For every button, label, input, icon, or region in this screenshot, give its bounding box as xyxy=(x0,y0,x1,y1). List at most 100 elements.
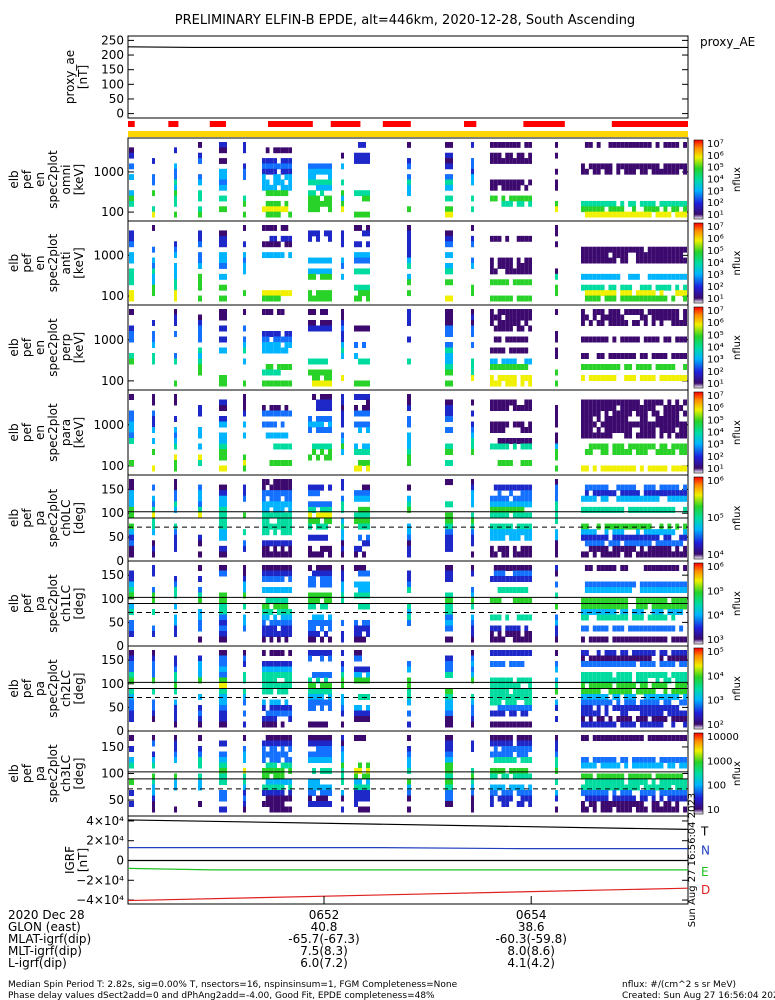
spectrogram-cell xyxy=(219,768,223,774)
spectrogram-cell xyxy=(612,309,617,315)
spectrogram-cell xyxy=(152,284,155,291)
spectrogram-cell xyxy=(445,206,449,213)
spectrogram-cell xyxy=(308,512,312,519)
spectrogram-cell xyxy=(659,710,664,717)
spectrogram-cell xyxy=(584,534,589,541)
spectrogram-cell xyxy=(308,699,312,706)
spectrogram-cell xyxy=(471,721,474,728)
spectrogram-cell xyxy=(620,290,625,297)
spectrogram-cell xyxy=(471,603,474,610)
spectrogram-cell xyxy=(129,661,134,667)
spectrogram-cell xyxy=(528,598,532,604)
spectrogram-cell xyxy=(620,636,625,643)
spectrogram-cell xyxy=(219,688,223,695)
spectrogram-cell xyxy=(624,716,629,722)
spectrogram-cell xyxy=(223,295,227,302)
spectrogram-cell xyxy=(358,625,362,632)
spectrogram-cell xyxy=(501,347,506,354)
spectrogram-cell xyxy=(445,570,449,577)
spectrogram-cell xyxy=(616,688,621,695)
y-axis-label: en xyxy=(33,172,47,187)
spectrogram-cell xyxy=(516,268,521,275)
spectrogram-cell xyxy=(651,790,656,796)
spectrogram-cell xyxy=(152,427,155,433)
spectrogram-cell xyxy=(269,369,274,376)
panel-en-spec2plot-omni: elb pef en spec2plot omni [keV] 100010010⁷10⁶1… xyxy=(7,137,743,222)
spectrogram-cell xyxy=(243,773,246,780)
spectrogram-cell xyxy=(524,614,529,621)
spectrogram-cell xyxy=(341,443,344,450)
spectrogram-cell xyxy=(639,598,644,604)
spectrogram-cell xyxy=(490,364,494,370)
spectrogram-cell xyxy=(635,672,640,678)
spectrogram-cell xyxy=(516,200,521,207)
spectrogram-cell xyxy=(505,314,510,321)
spectrogram-cell xyxy=(505,235,510,242)
spectrogram-cell xyxy=(632,661,636,667)
spectrogram-cell xyxy=(596,443,601,450)
spectrogram-cell xyxy=(512,545,517,552)
spectrogram-cell xyxy=(407,190,411,197)
spectrogram-cell xyxy=(683,757,687,763)
spectrogram-cell xyxy=(632,650,636,656)
spectrogram-cell xyxy=(528,179,532,186)
spectrogram-cell xyxy=(265,570,270,577)
spectrogram-cell xyxy=(659,705,664,711)
spectrogram-cell xyxy=(528,570,532,577)
spectrogram-cell xyxy=(262,529,266,536)
spectrogram-cell xyxy=(596,699,601,706)
spectrogram-cell xyxy=(675,168,680,175)
spectrogram-cell xyxy=(362,677,366,684)
spectrogram-cell xyxy=(407,174,411,180)
spectrogram-cell xyxy=(497,460,502,466)
spectrogram-cell xyxy=(651,427,656,433)
spectrogram-cell xyxy=(632,320,636,326)
spectrogram-cell xyxy=(288,625,292,632)
spectrogram-cell xyxy=(524,279,529,286)
spectrogram-cell xyxy=(628,246,633,253)
spectrogram-cell xyxy=(490,375,494,381)
spectrogram-cell xyxy=(663,257,668,264)
spectrogram-cell xyxy=(592,661,597,667)
spectrogram-cell xyxy=(308,784,312,791)
spectrogram-cell xyxy=(320,620,324,626)
spectrogram-cell xyxy=(608,603,613,610)
spectrogram-cell xyxy=(262,490,266,497)
spectrogram-cell xyxy=(312,620,316,626)
spectrogram-cell xyxy=(516,347,521,354)
spectrogram-cell xyxy=(524,650,529,656)
spectrogram-cell xyxy=(219,336,223,343)
spectrogram-cell xyxy=(592,364,597,370)
spectrogram-cell xyxy=(280,410,285,417)
spectrogram-cell xyxy=(288,518,292,525)
spectrogram-cell xyxy=(588,672,593,678)
spectrogram-cell xyxy=(588,636,593,643)
spectrogram-cell xyxy=(129,650,134,656)
spectrogram-cell xyxy=(308,235,312,242)
spectrogram-cell xyxy=(592,540,597,547)
spectrogram-cell xyxy=(277,290,281,297)
spectrogram-cell xyxy=(493,768,498,774)
spectrogram-cell xyxy=(667,603,672,610)
y-axis-label: pef xyxy=(20,169,34,189)
spectrogram-cell xyxy=(341,721,344,728)
spectrogram-cell xyxy=(671,625,676,632)
spectrogram-cell xyxy=(328,506,332,513)
spectrogram-cell xyxy=(592,432,597,439)
spectrogram-cell xyxy=(516,314,521,321)
spectrogram-cell xyxy=(555,795,558,802)
spectrogram-cell xyxy=(223,142,227,148)
spectrogram-cell xyxy=(501,757,506,763)
spectrogram-cell xyxy=(635,449,640,455)
spectrogram-cell xyxy=(555,309,558,315)
spectrogram-cell xyxy=(659,309,664,315)
spectrogram-cell xyxy=(449,331,453,337)
spectrogram-cell xyxy=(445,347,449,354)
spectrogram-cell xyxy=(651,375,656,381)
spectrogram-cell xyxy=(624,614,629,621)
spectrogram-cell xyxy=(312,506,316,513)
spectrogram-cell xyxy=(284,405,289,411)
spectrogram-cell xyxy=(505,443,510,450)
spectrogram-cell xyxy=(358,358,362,365)
spectrogram-cell xyxy=(324,576,328,582)
